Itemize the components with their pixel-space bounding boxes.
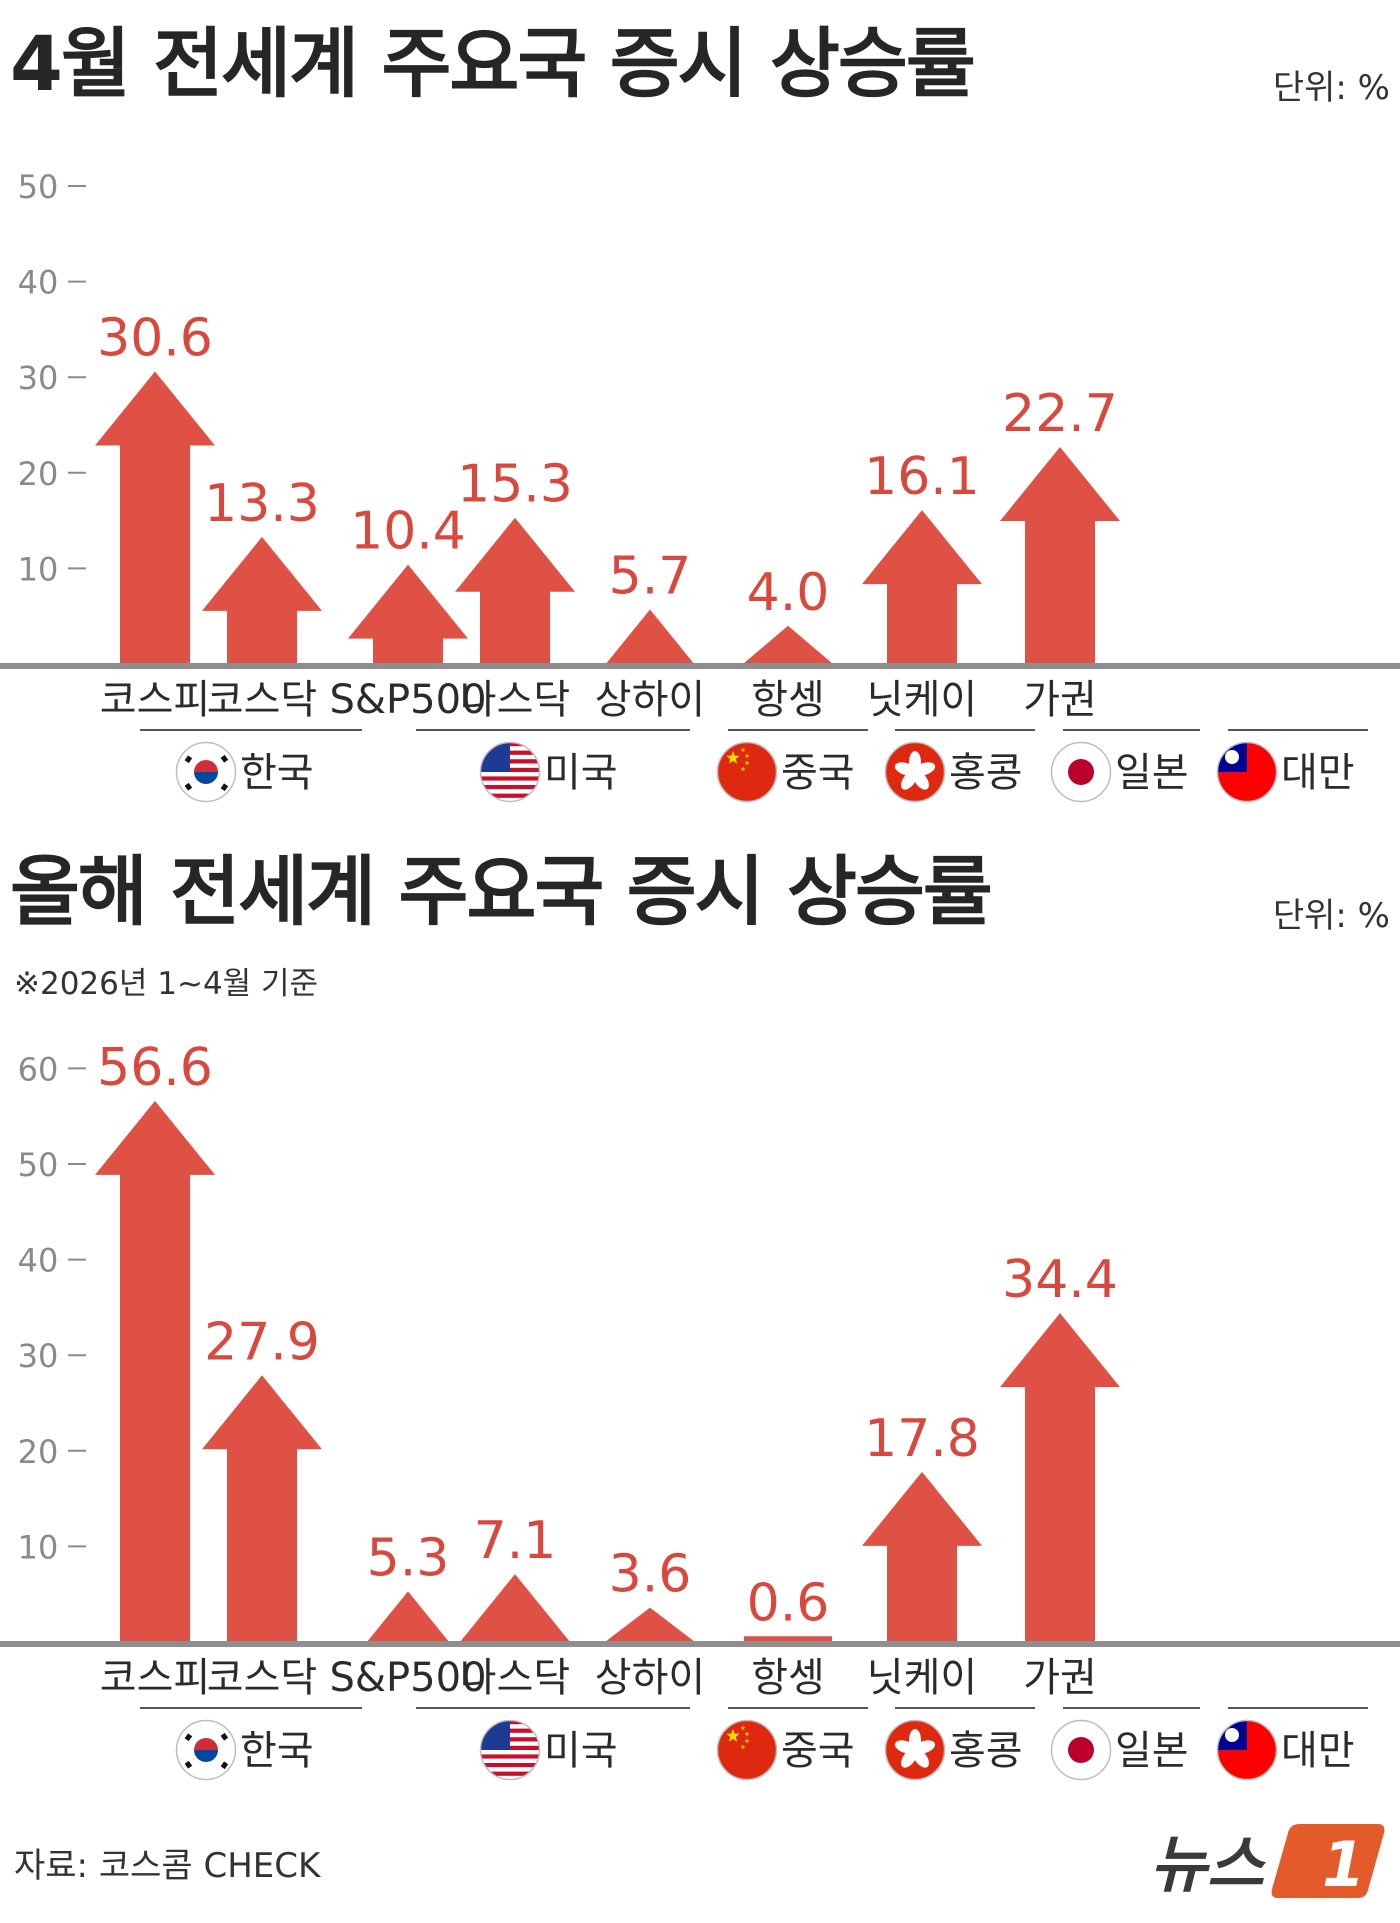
data-label: 27.9	[204, 1312, 320, 1372]
category-label: 코스닥	[207, 1655, 317, 1701]
data-label: 5.3	[367, 1528, 450, 1588]
unit-label-april: 단위: %	[1272, 68, 1390, 108]
data-label: 56.6	[97, 1038, 213, 1098]
data-label: 5.7	[609, 547, 692, 607]
baseline	[0, 1641, 1400, 1647]
category-label: 코스피	[100, 1655, 210, 1701]
hong-kong-flag-icon	[884, 1719, 946, 1781]
y-tick-label: 20	[18, 1433, 59, 1471]
data-label: 4.0	[747, 563, 830, 623]
country-label: 홍콩	[949, 750, 1023, 796]
y-tick-label: 30	[18, 1337, 59, 1375]
taiwan-flag-icon	[1216, 741, 1278, 803]
source-credit: 자료: 코스콤 CHECK	[14, 1846, 321, 1886]
us-flag-icon	[479, 1719, 541, 1781]
logo-mark: 1	[1322, 1828, 1365, 1901]
country-label: 대만	[1281, 750, 1355, 796]
country-label: 일본	[1115, 750, 1189, 796]
china-flag-icon	[716, 1719, 778, 1781]
bar-arrow	[366, 1591, 450, 1642]
country-label: 중국	[781, 750, 855, 796]
category-label: S&P500	[329, 1655, 486, 1701]
chart-title-april: 4월 전세계 주요국 증시 상승률	[10, 19, 976, 108]
country-label: 대만	[1281, 1728, 1355, 1774]
category-label: 항셍	[751, 1655, 825, 1701]
data-label: 15.3	[457, 455, 573, 515]
hong-kong-flag-icon	[884, 741, 946, 803]
data-label: 17.8	[864, 1409, 980, 1469]
category-label: 코스닥	[207, 677, 317, 723]
y-tick-label: 60	[18, 1050, 59, 1088]
data-label: 0.6	[747, 1573, 830, 1633]
logo-badge	[1271, 1824, 1385, 1898]
y-tick-label: 50	[18, 168, 59, 206]
bar-arrow	[455, 517, 575, 664]
japan-flag-icon	[1050, 1719, 1112, 1781]
data-label: 30.6	[97, 308, 213, 368]
category-label: 가권	[1023, 677, 1097, 723]
bar-arrow	[348, 564, 468, 664]
category-label: 상하이	[595, 677, 705, 723]
y-tick-label: 20	[18, 455, 59, 493]
category-label: S&P500	[329, 677, 486, 723]
bar-arrow	[605, 609, 695, 664]
bar-arrow	[605, 1607, 695, 1642]
country-label: 중국	[781, 1728, 855, 1774]
y-tick-label: 50	[18, 1146, 59, 1184]
south-korea-flag-icon	[175, 1719, 237, 1781]
category-label: 항셍	[751, 677, 825, 723]
china-flag-icon	[716, 741, 778, 803]
category-label: 상하이	[595, 1655, 705, 1701]
bar-arrow	[1000, 1313, 1120, 1642]
japan-flag-icon	[1050, 741, 1112, 803]
country-label: 미국	[544, 750, 618, 796]
logo-text: 뉴스	[1150, 1828, 1266, 1901]
data-label: 13.3	[204, 474, 320, 534]
bar-arrow	[95, 1100, 215, 1642]
country-label: 한국	[240, 750, 314, 796]
bar-arrow	[459, 1574, 571, 1642]
data-label: 7.1	[474, 1511, 557, 1571]
country-label: 미국	[544, 1728, 618, 1774]
y-tick-label: 40	[18, 1242, 59, 1280]
category-label: 나스닥	[460, 1655, 570, 1701]
baseline	[0, 663, 1400, 669]
category-label: 닛케이	[867, 677, 977, 723]
ytd-returns-chart: 10 20 30 40 50 60 56.6 27.9 5.3 7.1 3.6 0.6 17.8 34.4…	[0, 1038, 1400, 1781]
y-tick-label: 10	[18, 550, 59, 588]
data-label: 3.6	[609, 1545, 692, 1605]
data-label: 34.4	[1002, 1250, 1118, 1310]
category-label: 나스닥	[460, 677, 570, 723]
category-label: 코스피	[100, 677, 210, 723]
bar-arrow	[1000, 446, 1120, 664]
category-label: 가권	[1023, 1655, 1097, 1701]
country-label: 홍콩	[949, 1728, 1023, 1774]
y-tick-label: 10	[18, 1528, 59, 1566]
basis-note: ※2026년 1~4월 기준	[14, 966, 319, 1002]
y-tick-label: 30	[18, 359, 59, 397]
unit-label-ytd: 단위: %	[1272, 896, 1390, 936]
y-tick-label: 40	[18, 264, 59, 302]
country-label: 일본	[1115, 1728, 1189, 1774]
bar-arrow	[743, 625, 833, 664]
bar-arrow	[202, 1375, 322, 1642]
bar-arrow	[95, 371, 215, 664]
country-label: 한국	[240, 1728, 314, 1774]
data-label: 16.1	[864, 447, 980, 507]
data-label: 10.4	[350, 502, 466, 562]
news1-logo: 뉴스 1	[1150, 1806, 1390, 1906]
us-flag-icon	[479, 741, 541, 803]
april-returns-chart: 10 20 30 40 50 30.6 13.3 10.415.3 5.7 4.0 16.1 22.7…	[0, 168, 1400, 803]
category-label: 닛케이	[867, 1655, 977, 1701]
chart-title-ytd: 올해 전세계 주요국 증시 상승률	[10, 847, 993, 936]
bar-arrow	[862, 510, 982, 664]
bar-arrow	[862, 1471, 982, 1642]
taiwan-flag-icon	[1216, 1719, 1278, 1781]
bar-arrow	[202, 536, 322, 664]
south-korea-flag-icon	[175, 741, 237, 803]
data-label: 22.7	[1002, 384, 1118, 444]
bar-arrow	[744, 1636, 832, 1642]
